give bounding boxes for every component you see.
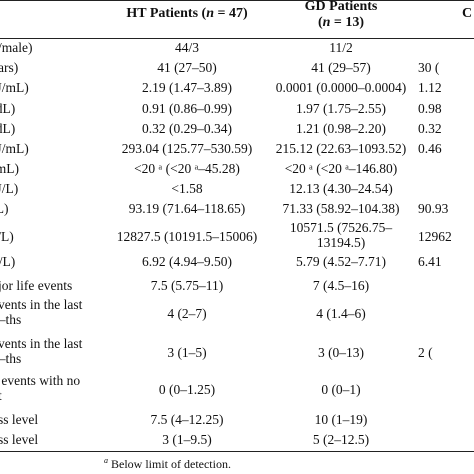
- row-label: /L): [0, 201, 9, 216]
- cell-ht: 7.5 (5.75–11): [150, 278, 224, 293]
- cell-ht: 12827.5 (10191.5–15006): [116, 229, 258, 244]
- header-gd-line2: (n = 13): [272, 15, 410, 31]
- row-label: ess level: [0, 432, 39, 447]
- header-ht-n: n: [206, 6, 214, 21]
- row-label: /dL): [0, 101, 16, 116]
- cell-gd: 0 (0–1): [321, 382, 361, 397]
- cell-gd: 11/2: [329, 40, 353, 55]
- cell-ht: 3 (1–9.5): [162, 432, 212, 447]
- cell-gd: 3 (0–13): [317, 345, 365, 360]
- header-control: C: [462, 6, 473, 21]
- cell-gd: 41 (29–57): [311, 60, 371, 75]
- cell-ht: 7.5 (4–12.25): [150, 412, 224, 427]
- bottom-rule: [0, 451, 474, 452]
- row-label: ajor life events: [0, 278, 73, 293]
- cell-gd: 1.21 (0.98–2.20): [296, 121, 386, 136]
- cell-ht: 41 (27–50): [157, 60, 217, 75]
- cell-gd: <20 ᵃ (<20 ᵃ–146.80): [284, 161, 398, 176]
- cell-ht: 3 (1–5): [167, 345, 207, 360]
- row-label: e/male): [0, 40, 33, 55]
- cell-ht: <20 ᵃ (<20 ᵃ–45.28): [134, 161, 240, 176]
- cell-gd: 5.79 (4.52–7.71): [296, 254, 386, 269]
- footnote: a Below limit of detection.: [104, 456, 231, 472]
- cell-control: 0.32: [418, 121, 442, 136]
- cell-control: 12962: [418, 229, 452, 244]
- header-gd-prefix: (: [317, 15, 323, 30]
- row-label: U/mL): [0, 141, 29, 156]
- header-gd-line1: GD Patients: [304, 0, 378, 14]
- row-label: e events with no ct: [0, 373, 81, 403]
- cell-control: 90.93: [418, 201, 449, 216]
- row-label: events in the last 0–ths: [0, 297, 83, 327]
- cell-ht: 4 (2–7): [167, 306, 207, 321]
- row-label: g/L): [0, 254, 16, 269]
- row-label: /mL): [0, 161, 19, 176]
- cell-ht: 93.19 (71.64–118.65): [128, 201, 246, 216]
- cell-gd: 0.0001 (0.0000–0.0004): [275, 80, 407, 95]
- cell-ht: 6.92 (4.94–9.50): [142, 254, 232, 269]
- header-ht-prefix: HT Patients (: [126, 6, 207, 21]
- row-label: ess level: [0, 412, 39, 427]
- cell-control: 0.98: [418, 101, 442, 116]
- row-label: U/mL): [0, 80, 29, 95]
- cell-gd: 4 (1.4–6): [316, 306, 366, 321]
- row-label: U/L): [0, 181, 19, 196]
- header-rule: [0, 38, 474, 39]
- row-label: J/L): [0, 229, 14, 244]
- cell-ht: 0.32 (0.29–0.34): [142, 121, 232, 136]
- cell-gd: 71.33 (58.92–104.38): [282, 201, 400, 216]
- cell-gd: 5 (2–12.5): [312, 432, 370, 447]
- cell-gd: 10 (1–19): [314, 412, 368, 427]
- cell-control: 2 (: [418, 345, 433, 360]
- header-ht-patients: HT Patients (n = 47): [104, 6, 270, 22]
- cell-gd: 215.12 (22.63–1093.52): [275, 141, 407, 156]
- top-rule: [0, 0, 474, 1]
- header-gd-patients: GD Patients (n = 13): [272, 0, 410, 31]
- footnote-mark: a: [104, 456, 108, 465]
- cell-gd: 12.13 (4.30–24.54): [289, 181, 393, 196]
- cell-ht: <1.58: [171, 181, 203, 196]
- cell-ht: 2.19 (1.47–3.89): [142, 80, 232, 95]
- cell-control: 1.12: [418, 80, 442, 95]
- footnote-text: Below limit of detection.: [108, 457, 231, 471]
- cell-ht: 0 (0–1.25): [158, 382, 216, 397]
- cell-ht: 44/3: [174, 40, 199, 55]
- cell-control: 6.41: [418, 254, 442, 269]
- cell-control: 0.46: [418, 141, 442, 156]
- row-label: events in the last 7–ths: [0, 336, 83, 366]
- cell-ht: 0.91 (0.86–0.99): [142, 101, 232, 116]
- row-label: /dL): [0, 121, 16, 136]
- cell-gd: 1.97 (1.75–2.55): [296, 101, 386, 116]
- header-gd-n: n: [322, 15, 331, 30]
- cell-control: 30 (: [418, 60, 440, 75]
- header-ht-suffix: = 47): [214, 6, 248, 21]
- cell-ht: 293.04 (125.77–530.59): [121, 141, 253, 156]
- row-label: ears): [0, 60, 19, 75]
- cell-gd: 10571.5 (7526.75–13194.5): [289, 220, 393, 250]
- cell-gd: 7 (4.5–16): [312, 278, 370, 293]
- header-gd-suffix: = 13): [330, 15, 365, 30]
